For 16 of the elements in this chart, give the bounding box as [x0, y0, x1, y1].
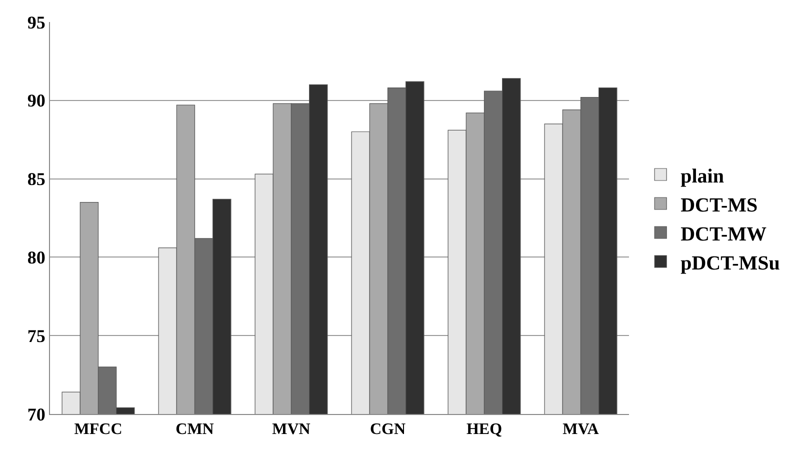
y-tick-label: 95: [27, 12, 46, 32]
y-tick-label: 75: [27, 326, 46, 346]
y-tick-label: 80: [27, 248, 46, 268]
x-tick-label: CMN: [176, 421, 214, 438]
legend-label: DCT-MW: [680, 223, 767, 246]
legend-label: pDCT-MSu: [680, 252, 780, 274]
legend-label: plain: [680, 165, 724, 188]
x-tick-label: MVA: [562, 421, 600, 438]
x-tick-label: MVN: [272, 421, 311, 438]
y-tick-label: 85: [27, 169, 46, 190]
x-tick-label: CGN: [370, 421, 406, 438]
x-tick-label: MFCC: [74, 421, 122, 438]
y-tick-label: 90: [27, 90, 46, 111]
legend-label: DCT-MS: [680, 194, 758, 216]
y-tick-label: 70: [27, 404, 46, 424]
x-tick-label: HEQ: [466, 421, 502, 438]
